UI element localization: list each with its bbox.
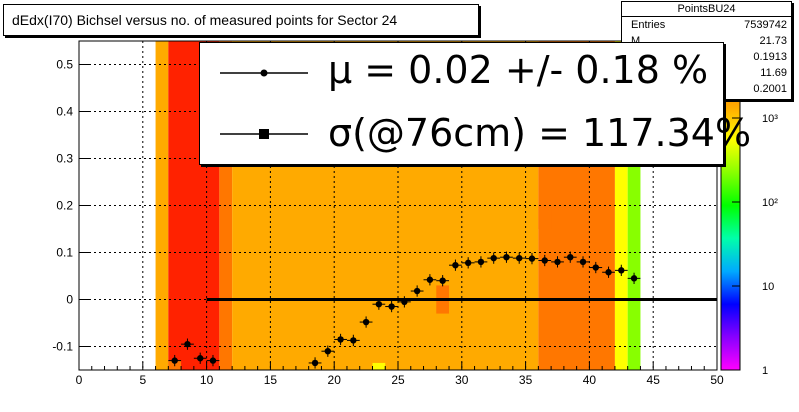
data-point (490, 254, 497, 262)
data-point (311, 359, 319, 367)
data-point (579, 258, 587, 266)
data-point (503, 254, 510, 261)
data-point (605, 269, 612, 276)
chart-title-box: dEdx(I70) Bichsel versus no. of measured… (3, 4, 479, 36)
data-point (401, 298, 408, 306)
stats-key: M (631, 35, 641, 47)
legend-mu-text: μ = 0.02 +/- 0.18 % (328, 48, 709, 92)
colorbar-label: 10 (762, 281, 774, 293)
stats-row: Entries 7539742 (622, 17, 791, 33)
x-tick-label: 50 (710, 373, 724, 387)
data-point (528, 255, 536, 262)
data-point (439, 277, 446, 284)
legend-markers (220, 69, 308, 139)
heatmap-cell (385, 214, 398, 244)
colorbar-label: 1 (762, 365, 768, 377)
x-tick-label: 15 (264, 373, 278, 387)
heatmap-column (155, 41, 169, 370)
data-point (452, 261, 459, 269)
stats-row: 11.69 (622, 65, 791, 81)
data-point (567, 254, 574, 261)
data-point (413, 287, 421, 295)
y-tick-label: -0.1 (52, 340, 73, 354)
heatmap-cell (372, 362, 386, 370)
x-tick-label: 5 (139, 373, 146, 387)
data-point (375, 301, 383, 308)
data-point (630, 275, 638, 282)
legend-mu-marker (260, 69, 268, 77)
x-tick-label: 40 (583, 373, 597, 387)
data-point (426, 276, 434, 283)
stats-value: 11.69 (760, 67, 787, 79)
data-point (337, 336, 344, 343)
data-point (197, 355, 204, 362)
legend-sigma-text: σ(@76cm) = 117.34% (328, 111, 752, 155)
data-point (324, 348, 332, 355)
stats-row: M 21.73 (622, 33, 791, 49)
x-tick-label: 0 (76, 373, 83, 387)
legend-sigma-marker (259, 129, 269, 139)
stats-value: 7539742 (744, 19, 787, 31)
data-point (464, 259, 472, 267)
stats-value: 0.2001 (753, 83, 787, 95)
chart-title: dEdx(I70) Bichsel versus no. of measured… (12, 12, 398, 28)
x-tick-label: 35 (519, 373, 533, 387)
data-point (171, 357, 178, 364)
y-tick-label: 0.4 (56, 105, 73, 119)
data-point (618, 267, 625, 274)
x-tick-label: 20 (328, 373, 342, 387)
data-point (516, 254, 523, 262)
y-tick-label: 0.5 (56, 58, 73, 72)
data-point (554, 258, 561, 266)
stats-row: 0.2001 (622, 81, 791, 97)
heatmap-cell (538, 205, 552, 229)
y-tick-label: 0 (66, 293, 73, 307)
data-point (477, 258, 485, 266)
data-point (388, 303, 395, 310)
stats-value: 21.73 (759, 35, 787, 47)
x-tick-label: 25 (391, 373, 405, 387)
y-tick-label: 0.3 (56, 152, 73, 166)
data-point (184, 340, 191, 348)
colorbar-label: 10³ (762, 113, 778, 125)
stats-row: 0.1913 (622, 49, 791, 65)
stats-value: 0.1913 (753, 51, 787, 63)
stats-key: Entries (631, 19, 666, 31)
y-tick-label: 0.1 (56, 246, 73, 260)
data-point (362, 318, 370, 326)
data-point (541, 257, 548, 264)
legend-box: μ = 0.02 +/- 0.18 % σ(@76cm) = 117.34% (199, 42, 751, 165)
data-point (350, 337, 357, 344)
x-tick-label: 45 (647, 373, 661, 387)
x-tick-label: 10 (200, 373, 214, 387)
data-point (592, 264, 599, 271)
data-point (209, 357, 217, 364)
stats-name: PointsBU24 (622, 2, 791, 17)
colorbar-label: 10² (762, 197, 778, 209)
y-tick-label: 0.2 (56, 199, 73, 213)
x-tick-label: 30 (455, 373, 469, 387)
